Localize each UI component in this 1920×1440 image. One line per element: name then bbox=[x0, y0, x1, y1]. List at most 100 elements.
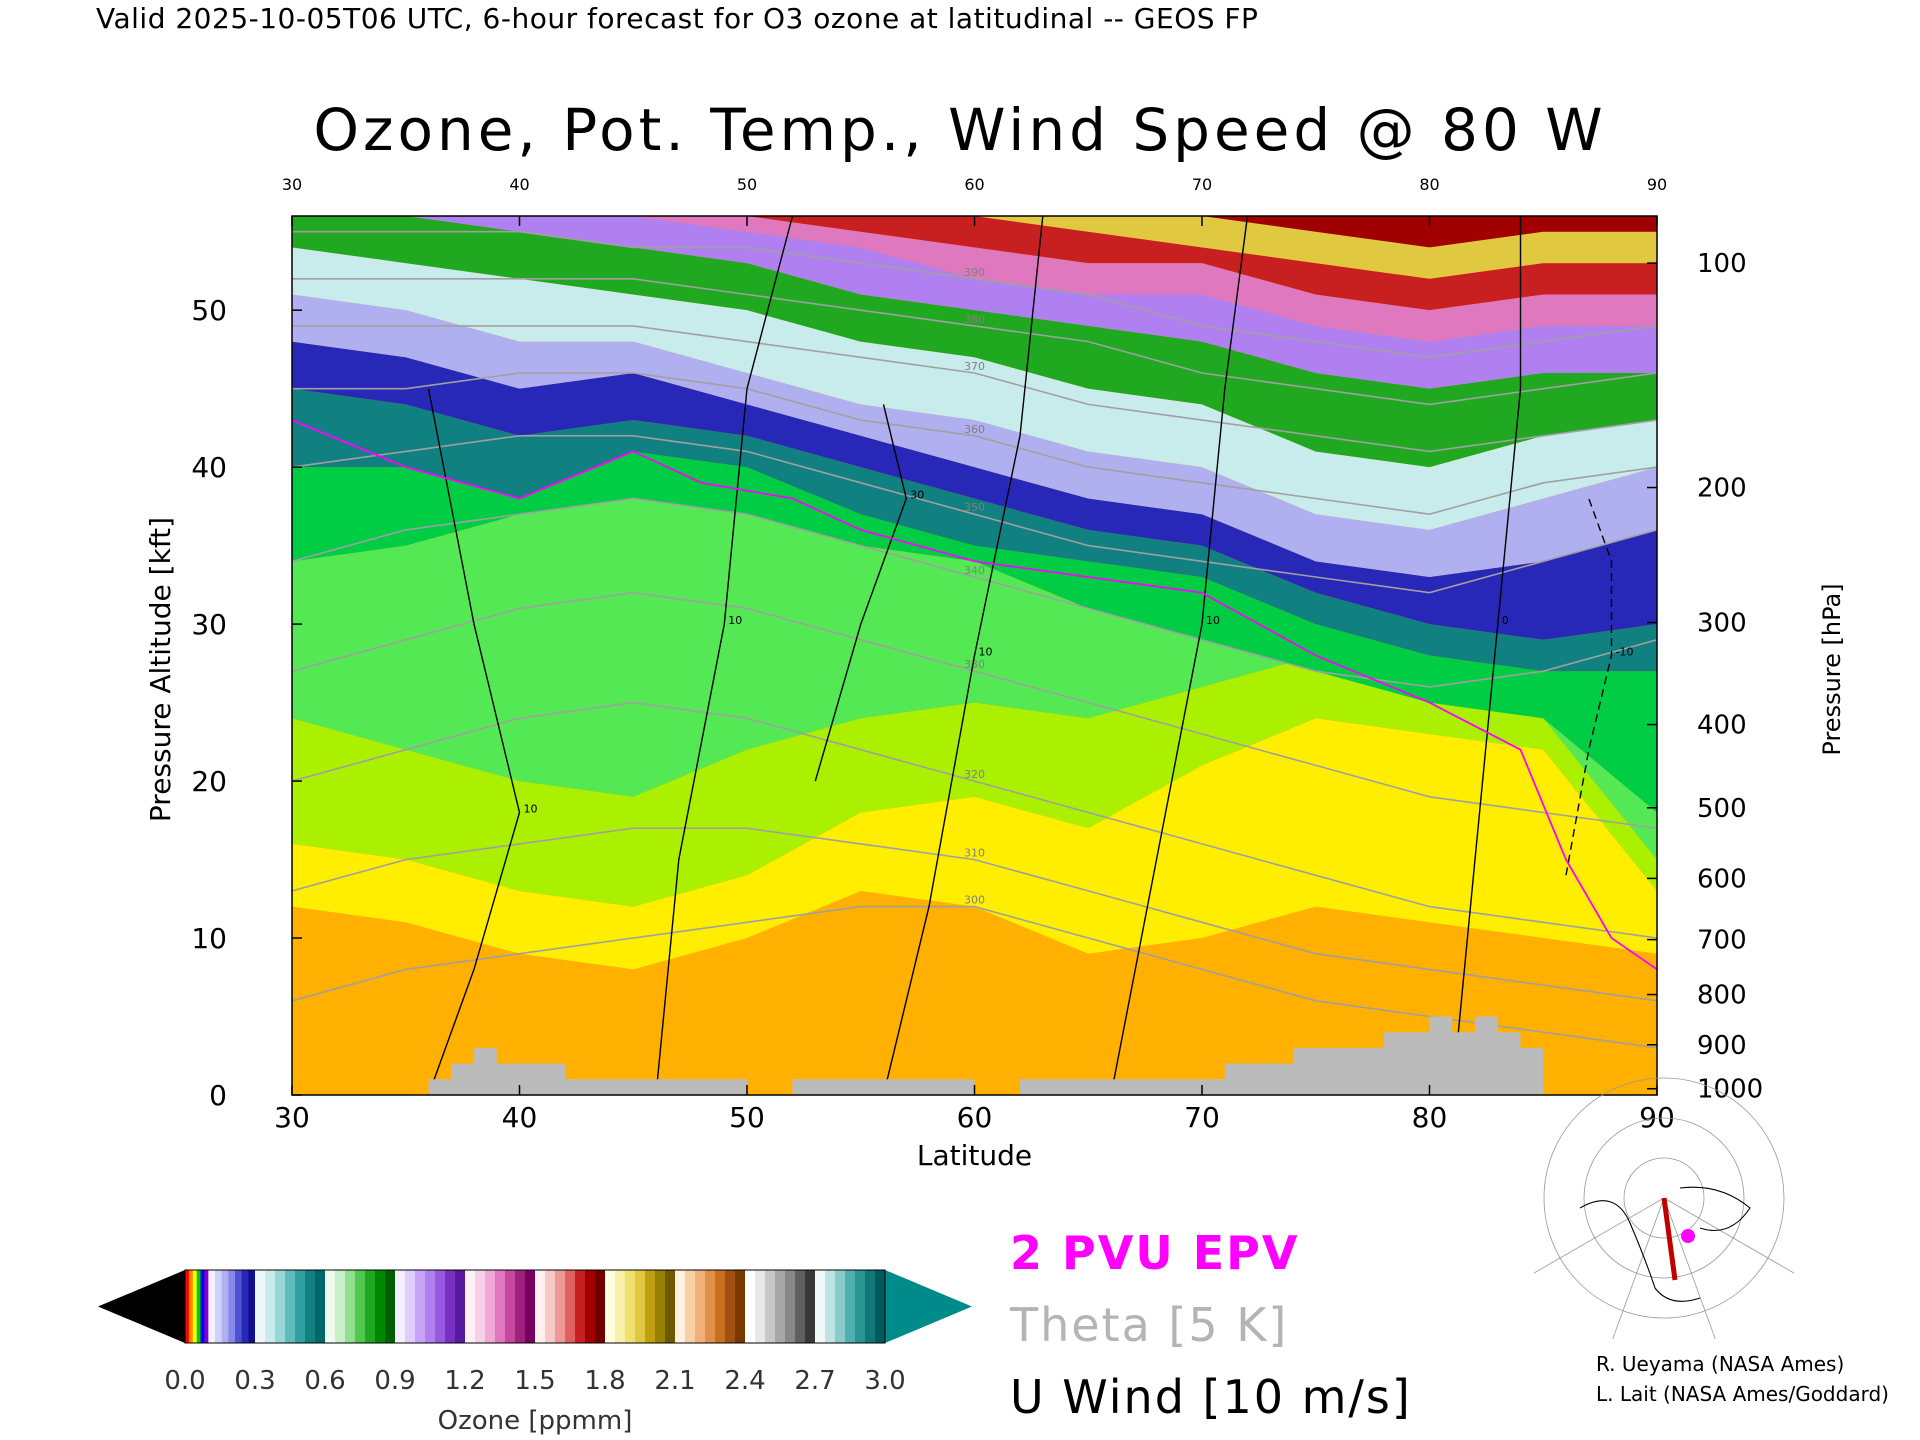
theta-contour bbox=[292, 905, 1657, 1049]
colorbar-swatch bbox=[355, 1270, 366, 1343]
colorbar-swatch bbox=[200, 1270, 205, 1343]
u-wind-contour-label: 0 bbox=[1502, 614, 1509, 627]
colorbar-swatch bbox=[425, 1270, 436, 1343]
colorbar-swatch bbox=[445, 1270, 456, 1343]
colorbar-frame bbox=[184, 1269, 886, 1344]
y-right-tick-label: 200 bbox=[1697, 474, 1747, 504]
colorbar-over-arrow bbox=[885, 1270, 972, 1343]
colorbar-swatch bbox=[745, 1270, 756, 1343]
colorbar-swatch bbox=[375, 1270, 386, 1343]
x-top-tick-label: 50 bbox=[737, 175, 757, 194]
legend-u-wind: U Wind [10 m/s] bbox=[1010, 1370, 1412, 1424]
x-tick-label: 30 bbox=[274, 1101, 310, 1134]
u-wind-contours: 10 10 10 30 10 0 -10 bbox=[427, 216, 1633, 1095]
colorbar-swatch bbox=[196, 1270, 202, 1343]
u-wind-contour-label: 10 bbox=[524, 802, 538, 815]
theta-contour-label: 340 bbox=[964, 564, 985, 577]
y-tick-label: 50 bbox=[191, 294, 227, 327]
colorbar-swatch bbox=[335, 1270, 346, 1343]
x-top-tick-label: 40 bbox=[509, 175, 529, 194]
inset-background bbox=[1560, 1168, 1758, 1320]
u-wind-contour-label: 30 bbox=[910, 489, 924, 502]
x-axis-label: Latitude bbox=[917, 1139, 1032, 1172]
colorbar-tick-label: 3.0 bbox=[864, 1366, 905, 1396]
inset-latitude-circle bbox=[1543, 1077, 1785, 1319]
x-tick-label: 40 bbox=[502, 1101, 538, 1134]
theta-contour-label: 380 bbox=[964, 313, 985, 326]
ozone-fill bbox=[292, 216, 1657, 1095]
x-top-tick-label: 60 bbox=[964, 175, 984, 194]
u-wind-contour bbox=[814, 404, 908, 782]
colorbar-swatch bbox=[555, 1270, 566, 1343]
u-wind-contour bbox=[882, 216, 1044, 1095]
inset-meridian bbox=[1533, 1197, 1665, 1274]
theta-contour bbox=[292, 278, 1657, 406]
y-right-axis-label: Pressure [hPa] bbox=[1818, 583, 1846, 755]
colorbar-swatch bbox=[265, 1270, 276, 1343]
colorbar-swatch bbox=[325, 1270, 336, 1343]
colorbar-swatch bbox=[855, 1270, 866, 1343]
credit-line-1: R. Ueyama (NASA Ames) bbox=[1596, 1352, 1845, 1376]
y-right-tick-label: 900 bbox=[1697, 1031, 1747, 1061]
colorbar-swatch bbox=[575, 1270, 586, 1343]
colorbar-swatch bbox=[805, 1270, 816, 1343]
ozone-band bbox=[292, 451, 1657, 813]
y-right-tick-label: 500 bbox=[1697, 794, 1747, 824]
u-wind-contour bbox=[655, 216, 794, 1095]
credit-line-2: L. Lait (NASA Ames/Goddard) bbox=[1596, 1382, 1889, 1406]
theta-contour-label: 320 bbox=[964, 768, 985, 781]
colorbar-swatch bbox=[185, 1270, 190, 1343]
y-tick-label: 10 bbox=[191, 922, 227, 955]
x-top-tick-label: 80 bbox=[1419, 175, 1439, 194]
inset-meridian bbox=[1612, 1197, 1665, 1340]
u-wind-contour-label: 10 bbox=[1206, 614, 1220, 627]
colorbar-swatch bbox=[725, 1270, 736, 1343]
colorbar-swatch bbox=[515, 1270, 526, 1343]
colorbar-tick-label: 1.8 bbox=[584, 1366, 625, 1396]
colorbar-swatch bbox=[315, 1270, 326, 1343]
y-right-tick-label: 600 bbox=[1697, 864, 1747, 894]
colorbar-swatch bbox=[435, 1270, 446, 1343]
inset-transect-line bbox=[1661, 1197, 1678, 1281]
colorbar-under-arrow bbox=[98, 1270, 185, 1343]
colorbar-swatch bbox=[735, 1270, 746, 1343]
colorbar-swatch bbox=[785, 1270, 796, 1343]
colorbar-swatch bbox=[675, 1270, 686, 1343]
colorbar-swatch bbox=[365, 1270, 376, 1343]
epv-2pvu-line bbox=[292, 419, 1657, 971]
colorbar-swatch bbox=[305, 1270, 316, 1343]
u-wind-contour bbox=[1565, 498, 1613, 876]
colorbar-swatch bbox=[845, 1270, 856, 1343]
colorbar-swatch bbox=[395, 1270, 406, 1343]
colorbar-swatch bbox=[535, 1270, 546, 1343]
colorbar-swatch bbox=[295, 1270, 306, 1343]
theta-contour bbox=[292, 827, 1657, 1002]
u-wind-contour bbox=[427, 388, 521, 1095]
colorbar-swatch bbox=[655, 1270, 666, 1343]
theta-contour bbox=[292, 497, 1657, 688]
y-right-tick-label: 700 bbox=[1697, 926, 1747, 956]
colorbar-swatch bbox=[625, 1270, 636, 1343]
colorbar-label: Ozone [ppmm] bbox=[438, 1406, 633, 1436]
colorbar-swatch bbox=[615, 1270, 626, 1343]
y-tick-label: 30 bbox=[191, 608, 227, 641]
colorbar-swatch bbox=[248, 1270, 256, 1343]
y-right-tick-label: 400 bbox=[1697, 711, 1747, 741]
colorbar-tick-label: 0.3 bbox=[234, 1366, 275, 1396]
colorbar-swatch bbox=[755, 1270, 766, 1343]
ozone-band bbox=[292, 216, 1657, 389]
theta-contour-label: 300 bbox=[964, 894, 985, 907]
forecast-header: Valid 2025-10-05T06 UTC, 6-hour forecast… bbox=[96, 2, 1259, 35]
y-tick-label: 0 bbox=[209, 1079, 227, 1112]
theta-contour bbox=[292, 325, 1657, 453]
x-top-tick-label: 30 bbox=[282, 175, 302, 194]
legend-theta: Theta [5 K] bbox=[1010, 1298, 1289, 1352]
x-top-tick-label: 90 bbox=[1647, 175, 1667, 194]
ozone-band bbox=[292, 247, 1657, 530]
colorbar-swatch bbox=[765, 1270, 776, 1343]
colorbar-swatch bbox=[705, 1270, 716, 1343]
colorbar-swatch bbox=[255, 1270, 266, 1343]
inset-meridian bbox=[1663, 1197, 1795, 1274]
colorbar-swatch bbox=[875, 1270, 886, 1343]
